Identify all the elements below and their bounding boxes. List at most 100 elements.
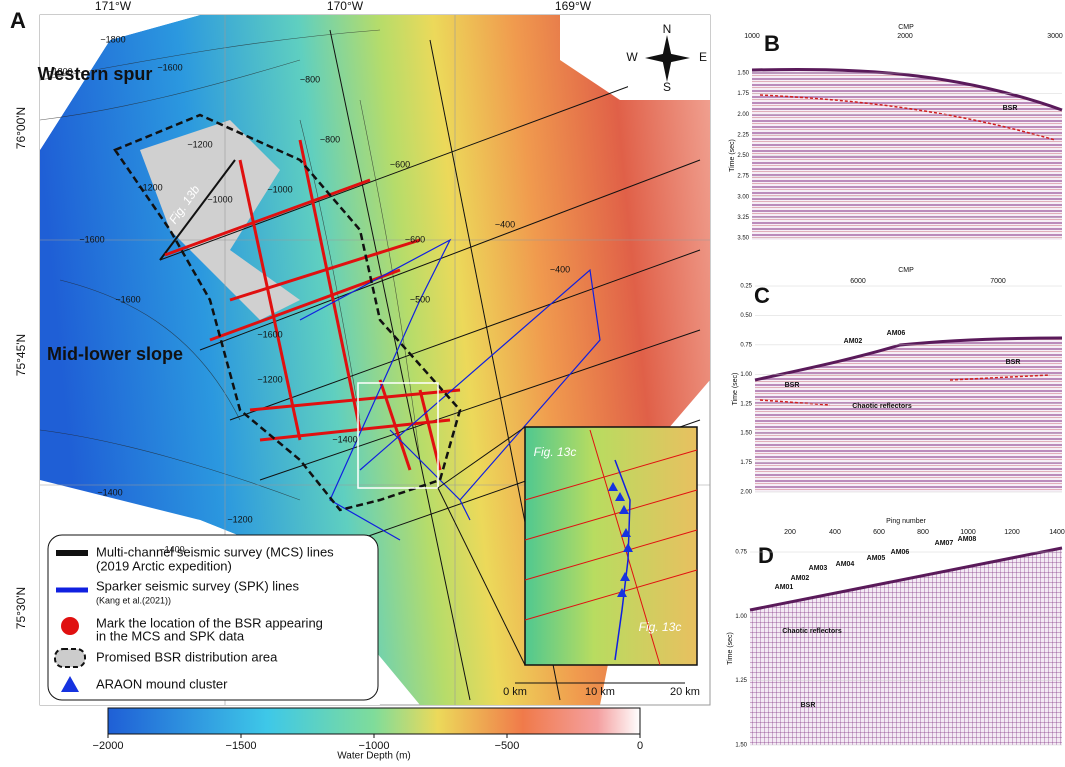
y-tick-label: 0.75 xyxy=(735,550,747,556)
lon-label: 169°W xyxy=(555,0,592,13)
scale-label: 0 km xyxy=(503,686,527,698)
x-axis-title: Ping number xyxy=(886,518,926,525)
legend xyxy=(47,534,379,701)
x-axis-title: CMP xyxy=(898,267,914,274)
seismic-d xyxy=(749,545,1063,745)
contour-label: −1200 xyxy=(227,514,252,524)
x-tick-label: 400 xyxy=(829,529,841,536)
scale-label: 10 km xyxy=(585,686,615,698)
contour-label: −400 xyxy=(550,264,570,274)
panel-letter: A xyxy=(10,8,26,33)
y-axis-title: Time (sec) xyxy=(732,373,739,406)
y-tick-label: 0.50 xyxy=(740,313,752,319)
inset-leader xyxy=(437,487,526,666)
y-tick-label: 0.75 xyxy=(740,342,752,348)
x-tick-label: 7000 xyxy=(990,278,1006,285)
y-tick-label: 2.00 xyxy=(740,490,752,496)
annotation: AM06 xyxy=(891,549,910,556)
contour-label: −1600 xyxy=(257,329,282,339)
region-label: Western spur xyxy=(38,64,153,84)
contour-label: −600 xyxy=(405,234,425,244)
y-tick-label: 1.50 xyxy=(737,71,749,77)
contour-label: −1800 xyxy=(47,66,72,76)
colorbar-tick-label: −500 xyxy=(495,740,520,752)
legend-label: (Kang et al.(2021)) xyxy=(96,595,171,605)
colorbar xyxy=(107,707,641,735)
compass-label: W xyxy=(626,50,638,64)
seismic-c xyxy=(754,285,1063,492)
y-tick-label: 3.25 xyxy=(737,215,749,221)
contour-label: −1400 xyxy=(332,434,357,444)
compass-label: N xyxy=(663,22,672,36)
annotation: AM08 xyxy=(958,536,977,543)
y-tick-label: 2.75 xyxy=(737,174,749,180)
contour-label: −1000 xyxy=(267,184,292,194)
contour-label: −1000 xyxy=(207,194,232,204)
contour-label: −1400 xyxy=(159,544,184,554)
annotation: BSR xyxy=(785,382,800,389)
x-tick-label: 3000 xyxy=(1047,33,1063,40)
compass-label: S xyxy=(663,80,671,94)
lat-label: 75°30'N xyxy=(14,587,28,629)
x-tick-label: 6000 xyxy=(850,278,866,285)
annotation: AM06 xyxy=(887,330,906,337)
annotation: BSR xyxy=(1006,359,1021,366)
x-axis-title: CMP xyxy=(898,24,914,31)
contour-label: −1200 xyxy=(187,139,212,149)
annotation: AM05 xyxy=(867,555,886,562)
contour-label: −600 xyxy=(390,159,410,169)
map xyxy=(39,14,711,735)
y-tick-label: 1.25 xyxy=(735,678,747,684)
contour-label: −1400 xyxy=(97,487,122,497)
y-tick-label: 2.25 xyxy=(737,132,749,138)
compass-label: E xyxy=(699,50,707,64)
legend-label: (2019 Arctic expedition) xyxy=(96,558,232,573)
inset xyxy=(524,426,698,666)
colorbar-tick-label: −1500 xyxy=(226,740,257,752)
contour-label: −1800 xyxy=(100,34,125,44)
contours xyxy=(39,29,421,501)
annotation: BSR xyxy=(1003,105,1018,112)
legend-label: Sparker seismic survey (SPK) lines xyxy=(96,578,299,593)
x-tick-label: 600 xyxy=(873,529,885,536)
panel-letter: C xyxy=(754,283,770,308)
legend-label: Mark the location of the BSR appearing xyxy=(96,615,323,630)
y-tick-label: 1.00 xyxy=(740,372,752,378)
lat-label: 76°00'N xyxy=(14,107,28,149)
x-tick-label: 1000 xyxy=(744,33,760,40)
lon-label: 171°W xyxy=(95,0,132,13)
annotation: AM02 xyxy=(791,575,810,582)
inset-box xyxy=(357,382,439,489)
figure-ref: Fig. 13c xyxy=(639,620,682,634)
x-tick-label: 1200 xyxy=(1004,529,1020,536)
annotation: AM07 xyxy=(935,540,954,547)
lon-label: 170°W xyxy=(327,0,364,13)
gray-area xyxy=(140,120,300,320)
colorbar-tick-label: 0 xyxy=(637,740,643,752)
contour-label: −800 xyxy=(300,74,320,84)
seismic-b xyxy=(751,42,1063,240)
annotation: Chaotic reflectors xyxy=(852,403,912,410)
colorbar-title: Water Depth (m) xyxy=(337,751,411,762)
contour-label: −1200 xyxy=(257,374,282,384)
legend-label: ARAON mound cluster xyxy=(96,676,228,691)
colorbar-tick-label: −2000 xyxy=(93,740,124,752)
contour-label: −500 xyxy=(410,294,430,304)
annotation: BSR xyxy=(801,702,816,709)
compass xyxy=(628,25,710,100)
y-tick-label: 0.25 xyxy=(740,284,752,290)
lat-label: 75°45'N xyxy=(14,334,28,376)
x-tick-label: 2000 xyxy=(897,33,913,40)
figure-ref: Fig. 13c xyxy=(534,445,577,459)
y-tick-label: 3.50 xyxy=(737,236,749,242)
panel-letter: B xyxy=(764,31,780,56)
annotation: AM03 xyxy=(809,565,828,572)
inset-leader xyxy=(437,426,526,489)
scale-label: 20 km xyxy=(670,686,700,698)
annotation: AM04 xyxy=(836,561,855,568)
y-tick-label: 2.00 xyxy=(737,112,749,118)
y-tick-label: 1.25 xyxy=(740,401,752,407)
legend-label: Multi-channel seismic survey (MCS) lines xyxy=(96,544,334,559)
spk-lines xyxy=(299,238,601,541)
